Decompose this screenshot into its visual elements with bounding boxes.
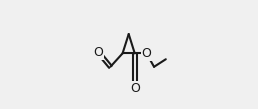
Text: O: O xyxy=(93,46,103,59)
Text: O: O xyxy=(142,47,151,60)
Text: O: O xyxy=(130,82,140,95)
